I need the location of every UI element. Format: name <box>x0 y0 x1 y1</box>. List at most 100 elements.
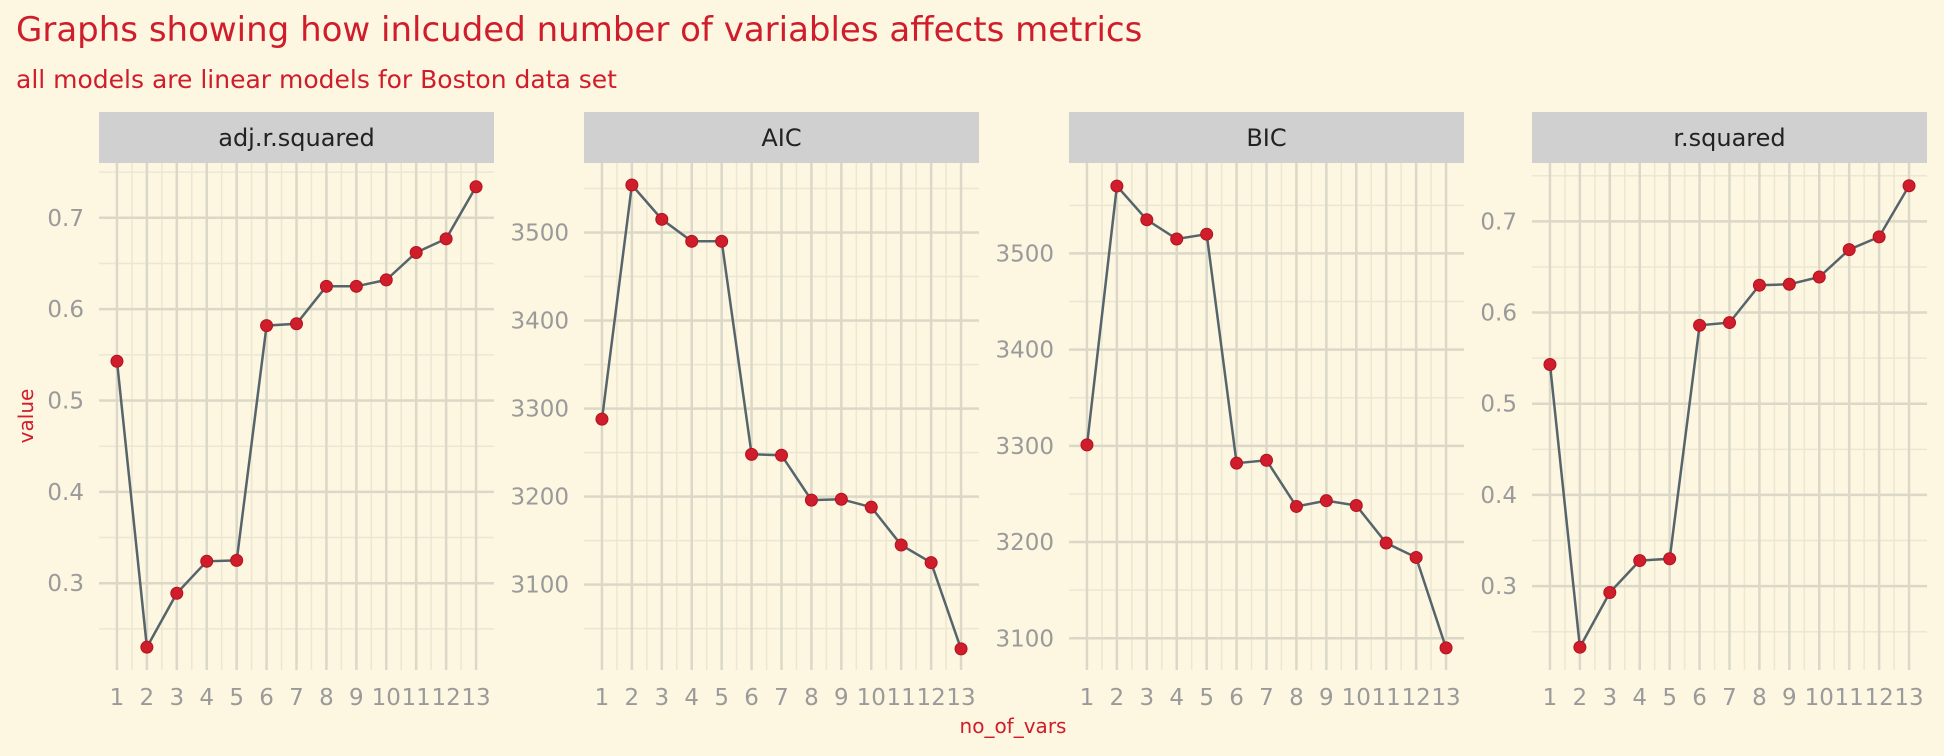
data-point <box>1573 640 1587 654</box>
x-tick-label: 1 <box>595 685 610 711</box>
x-tick-label: 9 <box>1319 685 1334 711</box>
x-tick-label: 9 <box>834 685 849 711</box>
data-point <box>1782 277 1796 291</box>
x-tick-label: 13 <box>1431 685 1460 711</box>
x-tick-label: 2 <box>1110 685 1125 711</box>
x-tick-label: 11 <box>887 685 916 711</box>
x-tick-label: 12 <box>1864 685 1893 711</box>
data-point <box>230 553 244 567</box>
chart-subtitle: all models are linear models for Boston … <box>16 65 617 94</box>
data-point <box>775 448 788 462</box>
x-tick-label: 6 <box>744 685 759 711</box>
data-point <box>439 232 453 246</box>
data-point <box>1260 453 1273 467</box>
data-point <box>1603 585 1617 599</box>
data-point <box>834 492 848 506</box>
data-point <box>1140 213 1154 227</box>
x-axis-label: no_of_vars <box>960 714 1067 738</box>
data-point <box>625 178 639 192</box>
data-point <box>319 279 333 293</box>
data-point <box>1543 358 1557 372</box>
x-tick-label: 10 <box>1342 685 1371 711</box>
x-tick-label: 9 <box>1782 685 1797 711</box>
data-point <box>1633 554 1647 568</box>
x-tick-label: 12 <box>431 685 460 711</box>
x-tick-label: 10 <box>857 685 886 711</box>
x-tick-label: 10 <box>372 685 401 711</box>
x-tick-label: 4 <box>684 685 699 711</box>
y-tick-label: 0.7 <box>47 206 84 232</box>
x-tick-label: 4 <box>1632 685 1647 711</box>
facet-strip-label: BIC <box>1246 124 1286 152</box>
data-point <box>1230 456 1244 470</box>
x-tick-label: 8 <box>319 685 334 711</box>
x-tick-label: 5 <box>714 685 729 711</box>
x-tick-label: 2 <box>140 685 155 711</box>
x-tick-label: 12 <box>916 685 945 711</box>
x-tick-label: 1 <box>110 685 125 711</box>
data-point <box>1693 318 1707 332</box>
data-point <box>715 234 729 248</box>
data-point <box>745 447 759 461</box>
x-tick-label: 8 <box>1752 685 1767 711</box>
facet-strip <box>99 112 494 163</box>
x-tick-label: 9 <box>349 685 364 711</box>
data-point <box>655 212 669 226</box>
x-tick-label: 3 <box>1602 685 1617 711</box>
facet-strip-label: adj.r.squared <box>218 124 375 152</box>
y-tick-label: 3400 <box>510 309 569 335</box>
data-point <box>1752 278 1766 292</box>
y-tick-label: 0.6 <box>1480 301 1517 327</box>
data-point <box>1110 179 1124 193</box>
y-tick-label: 0.3 <box>1480 574 1517 600</box>
data-point <box>1080 438 1094 452</box>
x-tick-label: 7 <box>1259 685 1274 711</box>
x-tick-label: 12 <box>1401 685 1430 711</box>
data-point <box>924 556 938 570</box>
data-point <box>864 500 878 514</box>
data-point <box>1200 227 1214 241</box>
facet-strip <box>584 112 979 163</box>
y-tick-label: 3400 <box>995 338 1054 364</box>
data-point <box>1723 316 1736 330</box>
x-tick-label: 13 <box>1894 685 1923 711</box>
y-axis-label: value <box>14 389 38 444</box>
chart-title: Graphs showing how inlcuded number of va… <box>16 10 1142 50</box>
x-tick-label: 2 <box>625 685 640 711</box>
x-tick-label: 13 <box>946 685 975 711</box>
data-point <box>200 554 214 568</box>
x-tick-label: 11 <box>402 685 431 711</box>
y-tick-label: 3200 <box>995 530 1054 556</box>
x-tick-label: 3 <box>1139 685 1154 711</box>
x-tick-label: 4 <box>199 685 214 711</box>
data-point <box>349 279 363 293</box>
x-tick-label: 11 <box>1835 685 1864 711</box>
facet-strip-label: r.squared <box>1673 124 1785 152</box>
x-tick-label: 8 <box>804 685 819 711</box>
facet-strip <box>1069 112 1464 163</box>
data-point <box>1319 494 1333 508</box>
data-point <box>110 354 124 368</box>
x-tick-label: 1 <box>1080 685 1095 711</box>
y-tick-label: 0.5 <box>1480 392 1517 418</box>
data-point <box>1812 270 1826 284</box>
x-tick-label: 3 <box>169 685 184 711</box>
y-tick-label: 3100 <box>995 626 1054 652</box>
data-point <box>685 234 699 248</box>
y-tick-label: 0.7 <box>1480 209 1517 235</box>
data-point <box>379 273 393 287</box>
y-tick-label: 0.4 <box>1480 483 1517 509</box>
y-tick-label: 3200 <box>510 485 569 511</box>
x-tick-label: 1 <box>1543 685 1558 711</box>
x-tick-label: 3 <box>654 685 669 711</box>
x-tick-label: 11 <box>1372 685 1401 711</box>
x-tick-label: 8 <box>1289 685 1304 711</box>
data-point <box>1872 230 1886 244</box>
x-tick-label: 2 <box>1573 685 1588 711</box>
